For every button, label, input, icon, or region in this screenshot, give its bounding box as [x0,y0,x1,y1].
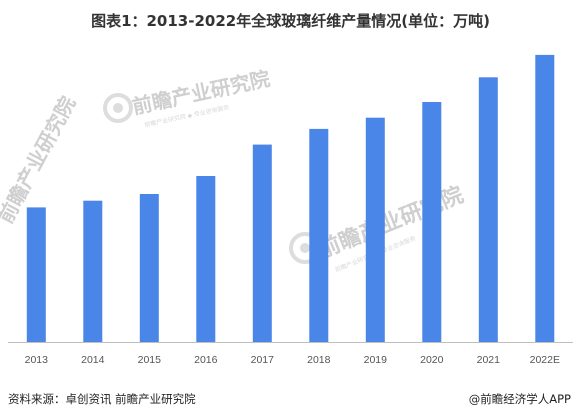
watermark-logo-left [103,93,133,123]
watermark-group: 前瞻产业研究院 前瞻产业研究院 ◆ 专业咨询服务 前瞻产业研究院 前瞻产业研究院… [0,66,467,274]
x-tick-2018: 2018 [307,354,331,366]
x-tick-2019: 2019 [364,354,388,366]
source-note: 资料来源：卓创资讯 前瞻产业研究院 [8,392,196,406]
watermark-text-edge: 前瞻产业研究院 [0,92,80,227]
bar-2018 [309,128,329,342]
bars-group [26,54,555,343]
x-tick-2013: 2013 [25,354,49,366]
x-tick-2020: 2020 [420,354,444,366]
x-tick-2015: 2015 [138,354,162,366]
x-tick-2022E: 2022E [530,354,560,366]
x-axis-ticks: 2013 2014 2015 2016 2017 2018 2019 2020 2021 2022… [25,354,560,366]
x-tick-2021: 2021 [477,354,501,366]
chart-title: 图表1：2013-2022年全球玻璃纤维产量情况(单位：万吨) [91,12,490,30]
bar-2014 [83,200,103,342]
brand-credit: @前瞻经济学人APP [468,392,571,406]
bar-2015 [139,194,159,342]
bar-2016 [196,176,216,342]
bar-2022E [535,54,555,343]
bar-2013 [26,207,46,342]
x-tick-2014: 2014 [81,354,105,366]
bar-2019 [365,117,385,342]
bar-2020 [422,102,442,342]
x-tick-2017: 2017 [251,354,275,366]
bar-2021 [478,77,498,343]
x-tick-2016: 2016 [194,354,218,366]
bar-2017 [252,144,272,342]
